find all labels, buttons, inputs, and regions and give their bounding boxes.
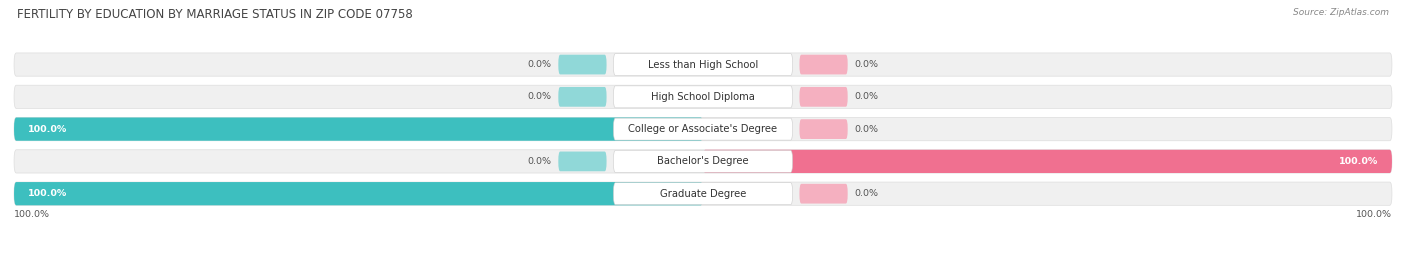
- Text: Source: ZipAtlas.com: Source: ZipAtlas.com: [1294, 8, 1389, 17]
- Text: 100.0%: 100.0%: [1339, 157, 1378, 166]
- Text: Bachelor's Degree: Bachelor's Degree: [657, 156, 749, 167]
- Text: 0.0%: 0.0%: [855, 125, 879, 134]
- FancyBboxPatch shape: [14, 85, 1392, 108]
- Text: 100.0%: 100.0%: [1355, 210, 1392, 220]
- Text: 0.0%: 0.0%: [855, 92, 879, 101]
- FancyBboxPatch shape: [558, 55, 606, 75]
- FancyBboxPatch shape: [800, 184, 848, 204]
- Text: 100.0%: 100.0%: [14, 210, 51, 220]
- Text: 0.0%: 0.0%: [527, 157, 551, 166]
- Text: FERTILITY BY EDUCATION BY MARRIAGE STATUS IN ZIP CODE 07758: FERTILITY BY EDUCATION BY MARRIAGE STATU…: [17, 8, 412, 21]
- Text: 100.0%: 100.0%: [28, 125, 67, 134]
- Text: 0.0%: 0.0%: [527, 60, 551, 69]
- FancyBboxPatch shape: [800, 55, 848, 75]
- FancyBboxPatch shape: [800, 119, 848, 139]
- FancyBboxPatch shape: [558, 151, 606, 171]
- FancyBboxPatch shape: [14, 182, 703, 205]
- Text: High School Diploma: High School Diploma: [651, 92, 755, 102]
- FancyBboxPatch shape: [14, 182, 1392, 205]
- FancyBboxPatch shape: [613, 150, 793, 172]
- Text: Less than High School: Less than High School: [648, 59, 758, 70]
- FancyBboxPatch shape: [14, 118, 703, 141]
- Text: 100.0%: 100.0%: [28, 189, 67, 198]
- FancyBboxPatch shape: [14, 150, 1392, 173]
- FancyBboxPatch shape: [613, 86, 793, 108]
- FancyBboxPatch shape: [613, 54, 793, 76]
- FancyBboxPatch shape: [703, 150, 1392, 173]
- Text: College or Associate's Degree: College or Associate's Degree: [628, 124, 778, 134]
- FancyBboxPatch shape: [558, 87, 606, 107]
- Text: 0.0%: 0.0%: [855, 189, 879, 198]
- FancyBboxPatch shape: [613, 118, 793, 140]
- Text: 0.0%: 0.0%: [855, 60, 879, 69]
- Text: 0.0%: 0.0%: [527, 92, 551, 101]
- FancyBboxPatch shape: [800, 87, 848, 107]
- FancyBboxPatch shape: [14, 118, 1392, 141]
- FancyBboxPatch shape: [14, 53, 1392, 76]
- FancyBboxPatch shape: [613, 183, 793, 205]
- Text: Graduate Degree: Graduate Degree: [659, 189, 747, 199]
